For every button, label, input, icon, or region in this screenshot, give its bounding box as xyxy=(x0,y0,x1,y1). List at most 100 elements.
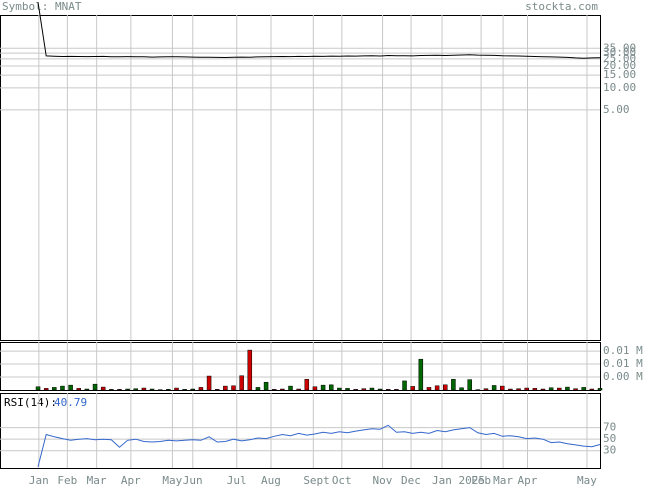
x-tick-label: Dec xyxy=(401,474,421,486)
volume-bar xyxy=(385,389,391,391)
volume-bar xyxy=(524,387,529,391)
x-tick-label: Sept xyxy=(303,474,330,486)
x-tick-label: May xyxy=(577,474,597,486)
volume-bar xyxy=(198,387,204,391)
x-tick-label: Apr xyxy=(121,474,141,486)
volume-bar xyxy=(214,389,220,391)
volume-bar xyxy=(231,385,236,391)
y-tick-label: 25.00 xyxy=(603,52,636,65)
volume-bar xyxy=(540,388,546,391)
y-tick-label: 0.00 M xyxy=(603,370,643,383)
volume-bar xyxy=(394,389,399,391)
x-tick-label: Feb xyxy=(471,474,491,486)
volume-bar xyxy=(467,379,472,391)
volume-bar xyxy=(304,379,310,391)
volume-bar xyxy=(443,384,448,391)
volume-bar xyxy=(174,387,179,391)
volume-bar xyxy=(255,387,261,391)
volume-bar xyxy=(491,385,497,391)
volume-bar xyxy=(296,388,301,391)
volume-bar xyxy=(459,387,464,391)
y-tick-label: 20.00 xyxy=(603,59,636,72)
volume-bar xyxy=(337,387,342,391)
volume-bar xyxy=(43,388,49,391)
volume-bar xyxy=(100,386,106,391)
volume-bar xyxy=(597,388,603,391)
volume-bar xyxy=(500,385,505,391)
volume-bar xyxy=(369,387,375,391)
volume-bar xyxy=(190,388,196,391)
volume-bar xyxy=(418,358,424,391)
volume-bar xyxy=(247,349,253,391)
x-tick-label: Jun xyxy=(183,474,203,486)
x-tick-label: Oct xyxy=(332,474,352,486)
x-tick-label: Apr xyxy=(518,474,538,486)
y-tick-label: 10.00 xyxy=(603,81,636,94)
volume-bar xyxy=(320,384,326,391)
x-tick-label: Mar xyxy=(87,474,107,486)
volume-bar xyxy=(377,388,383,391)
volume-bar xyxy=(109,389,114,391)
volume-bar xyxy=(483,388,489,391)
volume-bar xyxy=(68,384,73,391)
volume-bar xyxy=(312,386,318,391)
price-line xyxy=(37,2,601,59)
panel-frame xyxy=(0,342,601,391)
volume-bar xyxy=(516,388,521,391)
volume-bar xyxy=(141,387,147,391)
rsi-title: RSI(14): xyxy=(4,396,57,409)
x-tick-label: Feb xyxy=(57,474,77,486)
volume-bar xyxy=(361,388,367,391)
volume-bar xyxy=(149,388,155,391)
volume-bar xyxy=(426,387,432,391)
x-tick-label: Nov xyxy=(373,474,393,486)
volume-bar xyxy=(581,387,586,391)
volume-bar xyxy=(84,388,90,391)
volume-bar xyxy=(117,389,122,391)
x-tick-label: Jan xyxy=(29,474,49,486)
volume-bar xyxy=(532,388,538,391)
volume-bar xyxy=(239,375,244,391)
volume-bar xyxy=(166,389,171,391)
volume-bar xyxy=(402,380,407,391)
rsi-line xyxy=(37,424,601,467)
symbol-title: Symbol: MNAT xyxy=(2,0,82,13)
y-tick-label: 0.01 M xyxy=(603,357,643,370)
volume-bar xyxy=(565,386,570,391)
x-tick-label: Jan 2025 xyxy=(432,474,485,486)
volume-bar xyxy=(434,385,440,391)
y-tick-label: 30 xyxy=(603,444,616,457)
rsi-last-value: 40.79 xyxy=(54,396,87,409)
volume-bar xyxy=(52,387,57,391)
volume-bar xyxy=(182,389,187,391)
panel-frame xyxy=(0,393,601,469)
volume-bar xyxy=(328,384,334,391)
volume-bar xyxy=(60,385,65,391)
x-tick-label: May xyxy=(162,474,182,486)
volume-bar xyxy=(451,379,456,391)
y-tick-label: 50 xyxy=(603,432,616,445)
volume-bar xyxy=(280,388,285,391)
volume-bar xyxy=(133,388,139,391)
volume-bar xyxy=(557,387,562,391)
volume-bar xyxy=(125,388,130,391)
panel-frame xyxy=(0,15,601,341)
volume-bar xyxy=(288,385,293,391)
volume-bar xyxy=(92,383,98,391)
x-tick-label: Mar xyxy=(493,474,513,486)
volume-bar xyxy=(410,386,415,391)
y-tick-label: 0.01 M xyxy=(603,344,643,357)
volume-bar xyxy=(206,375,212,391)
volume-bar xyxy=(35,386,41,391)
volume-bar xyxy=(223,385,228,391)
y-tick-label: 35.00 xyxy=(603,41,636,54)
y-tick-label: 70 xyxy=(603,421,616,434)
y-tick-label: 30.00 xyxy=(603,46,636,59)
volume-bar xyxy=(573,388,578,391)
volume-bar xyxy=(353,389,358,391)
volume-bar xyxy=(263,381,269,391)
x-tick-label: Jul xyxy=(227,474,247,486)
volume-bar xyxy=(589,388,595,391)
